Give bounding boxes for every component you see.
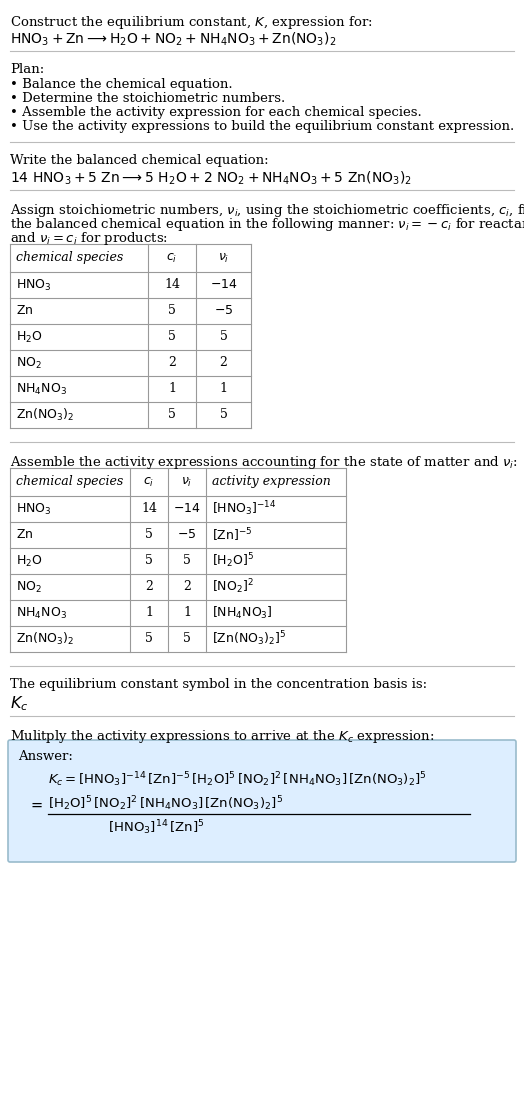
Text: $\mathrm{Zn}$: $\mathrm{Zn}$: [16, 305, 34, 317]
Text: • Determine the stoichiometric numbers.: • Determine the stoichiometric numbers.: [10, 92, 285, 105]
Text: 2: 2: [168, 357, 176, 370]
Text: $c_i$: $c_i$: [144, 476, 155, 489]
Text: $-5$: $-5$: [214, 305, 233, 317]
Text: $[\mathrm{Zn(NO_3)_2}]^5$: $[\mathrm{Zn(NO_3)_2}]^5$: [212, 630, 286, 648]
Text: $[\mathrm{H_2O}]^5$: $[\mathrm{H_2O}]^5$: [212, 552, 254, 570]
Text: 5: 5: [168, 408, 176, 422]
Text: $K_c = [\mathrm{HNO_3}]^{-14}\,[\mathrm{Zn}]^{-5}\,[\mathrm{H_2O}]^5\,[\mathrm{N: $K_c = [\mathrm{HNO_3}]^{-14}\,[\mathrm{…: [48, 770, 427, 788]
Text: $\nu_i$: $\nu_i$: [181, 476, 193, 489]
Text: 2: 2: [220, 357, 227, 370]
Text: 5: 5: [145, 555, 153, 567]
Text: 14: 14: [164, 279, 180, 292]
Text: 1: 1: [145, 607, 153, 620]
Text: 5: 5: [168, 305, 176, 317]
Text: $-14$: $-14$: [173, 502, 201, 515]
Text: and $\nu_i = c_i$ for products:: and $\nu_i = c_i$ for products:: [10, 230, 168, 247]
Text: $\mathrm{H_2O}$: $\mathrm{H_2O}$: [16, 554, 42, 568]
Text: 5: 5: [145, 528, 153, 542]
Text: $\mathrm{14\ HNO_3 + 5\ Zn \longrightarrow 5\ H_2O + 2\ NO_2 + NH_4NO_3 + 5\ Zn(: $\mathrm{14\ HNO_3 + 5\ Zn \longrightarr…: [10, 170, 412, 187]
Text: $[\mathrm{HNO_3}]^{-14}$: $[\mathrm{HNO_3}]^{-14}$: [212, 500, 276, 519]
Text: $[\mathrm{NO_2}]^2$: $[\mathrm{NO_2}]^2$: [212, 578, 254, 597]
Text: 5: 5: [220, 408, 227, 422]
Text: 5: 5: [183, 632, 191, 645]
Text: $\nu_i$: $\nu_i$: [218, 251, 229, 264]
Text: $\mathrm{H_2O}$: $\mathrm{H_2O}$: [16, 329, 42, 345]
Text: Plan:: Plan:: [10, 63, 44, 76]
Text: $[\mathrm{Zn}]^{-5}$: $[\mathrm{Zn}]^{-5}$: [212, 526, 253, 544]
Text: 14: 14: [141, 502, 157, 515]
Text: activity expression: activity expression: [212, 476, 331, 489]
Text: $\mathrm{HNO_3}$: $\mathrm{HNO_3}$: [16, 501, 51, 516]
Text: the balanced chemical equation in the following manner: $\nu_i = -c_i$ for react: the balanced chemical equation in the fo…: [10, 216, 524, 233]
FancyBboxPatch shape: [8, 740, 516, 862]
Text: $\mathrm{NO_2}$: $\mathrm{NO_2}$: [16, 356, 42, 371]
Text: chemical species: chemical species: [16, 476, 123, 489]
Text: 2: 2: [145, 580, 153, 593]
Text: $[\mathrm{NH_4NO_3}]$: $[\mathrm{NH_4NO_3}]$: [212, 604, 272, 621]
Text: Write the balanced chemical equation:: Write the balanced chemical equation:: [10, 154, 269, 167]
Text: $\mathrm{HNO_3}$: $\mathrm{HNO_3}$: [16, 277, 51, 293]
Text: $\mathrm{Zn(NO_3)_2}$: $\mathrm{Zn(NO_3)_2}$: [16, 407, 74, 423]
Text: 1: 1: [220, 382, 227, 395]
Text: $\mathrm{NO_2}$: $\mathrm{NO_2}$: [16, 579, 42, 595]
Text: Assign stoichiometric numbers, $\nu_i$, using the stoichiometric coefficients, $: Assign stoichiometric numbers, $\nu_i$, …: [10, 201, 524, 219]
Text: $\mathrm{Zn(NO_3)_2}$: $\mathrm{Zn(NO_3)_2}$: [16, 631, 74, 647]
Text: 5: 5: [168, 330, 176, 344]
Text: Mulitply the activity expressions to arrive at the $K_c$ expression:: Mulitply the activity expressions to arr…: [10, 728, 434, 745]
Text: $-5$: $-5$: [177, 528, 196, 542]
Text: 1: 1: [183, 607, 191, 620]
Text: $\mathrm{HNO_3 + Zn \longrightarrow H_2O + NO_2 + NH_4NO_3 + Zn(NO_3)_2}$: $\mathrm{HNO_3 + Zn \longrightarrow H_2O…: [10, 31, 336, 48]
Text: $\mathrm{Zn}$: $\mathrm{Zn}$: [16, 528, 34, 542]
Text: $K_c$: $K_c$: [10, 694, 28, 712]
Text: Assemble the activity expressions accounting for the state of matter and $\nu_i$: Assemble the activity expressions accoun…: [10, 454, 518, 471]
Text: • Use the activity expressions to build the equilibrium constant expression.: • Use the activity expressions to build …: [10, 120, 514, 133]
Text: 5: 5: [145, 632, 153, 645]
Text: • Assemble the activity expression for each chemical species.: • Assemble the activity expression for e…: [10, 106, 422, 119]
Text: $\mathrm{NH_4NO_3}$: $\mathrm{NH_4NO_3}$: [16, 606, 67, 621]
Text: $=$: $=$: [28, 798, 43, 813]
Text: $[\mathrm{HNO_3}]^{14}\,[\mathrm{Zn}]^5$: $[\mathrm{HNO_3}]^{14}\,[\mathrm{Zn}]^5$: [108, 818, 204, 837]
Text: 5: 5: [183, 555, 191, 567]
Text: • Balance the chemical equation.: • Balance the chemical equation.: [10, 78, 233, 91]
Text: 2: 2: [183, 580, 191, 593]
Text: chemical species: chemical species: [16, 251, 123, 264]
Text: The equilibrium constant symbol in the concentration basis is:: The equilibrium constant symbol in the c…: [10, 678, 427, 691]
Text: Answer:: Answer:: [18, 750, 73, 763]
Text: 5: 5: [220, 330, 227, 344]
Text: 1: 1: [168, 382, 176, 395]
Text: $[\mathrm{H_2O}]^5\,[\mathrm{NO_2}]^2\,[\mathrm{NH_4NO_3}]\,[\mathrm{Zn(NO_3)_2}: $[\mathrm{H_2O}]^5\,[\mathrm{NO_2}]^2\,[…: [48, 794, 283, 813]
Text: $c_i$: $c_i$: [166, 251, 178, 264]
Text: Construct the equilibrium constant, $K$, expression for:: Construct the equilibrium constant, $K$,…: [10, 14, 373, 31]
Text: $-14$: $-14$: [210, 279, 237, 292]
Text: $\mathrm{NH_4NO_3}$: $\mathrm{NH_4NO_3}$: [16, 381, 67, 396]
